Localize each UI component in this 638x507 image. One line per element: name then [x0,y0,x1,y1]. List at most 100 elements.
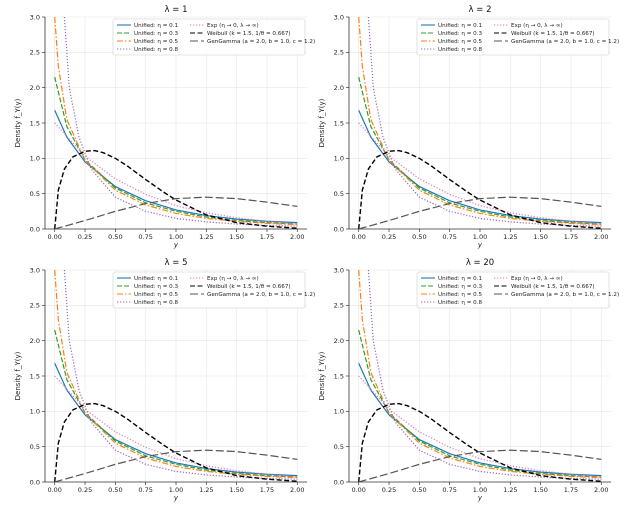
y-tick-label: 1.5 [334,372,344,380]
x-tick-label: 0.25 [78,486,92,494]
y-tick-label: 0.5 [30,190,40,198]
x-tick-label: 2.00 [594,486,608,494]
series-line-exp [54,375,298,478]
legend-box [112,271,306,309]
series-line-eta05 [54,270,298,479]
x-tick-label: 0.75 [442,233,456,241]
panel-2: 0.00 0.25 0.50 0.75 1.00 1.25 1.50 1.75 2.00 0.0 0… [318,5,619,249]
legend-label-eta08: Unified: η = 0.8 [438,300,482,306]
x-tick-label: 1.75 [260,233,274,241]
series-line-eta03 [358,329,602,478]
series-line-eta08 [63,17,298,227]
y-tick-label: 1.0 [334,408,344,416]
x-tick-label: 0.50 [108,486,122,494]
series-line-eta03 [54,76,298,225]
series-group [358,270,602,482]
legend-label-exp: Exp (η → 0, λ → ∞) [511,23,563,29]
panel-1: 0.00 0.25 0.50 0.75 1.00 1.25 1.50 1.75 2.00 0.0 0… [14,5,315,249]
y-tick-label: 2.5 [30,302,40,310]
panel-3: 0.00 0.25 0.50 0.75 1.00 1.25 1.50 1.75 2.00 0.0 0… [14,258,315,502]
series-line-eta05 [54,17,298,226]
y-tick-label: 2.0 [30,84,40,92]
x-tick-label: 2.00 [290,486,304,494]
series-line-eta01 [54,110,298,224]
x-tick-label: 1.50 [229,233,243,241]
legend-label-eta08: Unified: η = 0.8 [134,47,178,53]
x-tick-label: 1.25 [503,486,517,494]
legend-label-eta08: Unified: η = 0.8 [438,47,482,53]
y-tick-label: 1.5 [30,119,40,127]
legend-box [416,271,610,309]
legend-label-eta05: Unified: η = 0.5 [438,292,482,298]
legend: Unified: η = 0.1 Unified: η = 0.3 Unified:… [112,18,315,56]
x-tick-label: 1.00 [169,486,183,494]
y-tick-label: 1.0 [30,155,40,163]
panel-title: λ = 20 [466,258,494,268]
y-tick-label: 2.5 [334,302,344,310]
y-tick-label: 2.0 [334,337,344,345]
x-tick-label: 0.00 [47,233,61,241]
legend: Unified: η = 0.1 Unified: η = 0.3 Unified:… [416,271,619,309]
x-tick-label: 0.25 [382,486,396,494]
series-line-eta08 [367,270,602,480]
series-line-exp [358,122,602,225]
x-tick-label: 1.25 [199,486,213,494]
y-axis-label: Density f_Y(y) [14,351,22,400]
x-tick-label: 1.75 [564,233,578,241]
x-tick-label: 2.00 [594,233,608,241]
legend-label-eta03: Unified: η = 0.3 [438,284,482,290]
legend-label-eta05: Unified: η = 0.5 [134,292,178,298]
legend-label-exp: Exp (η → 0, λ → ∞) [511,276,563,282]
series-line-eta08 [63,270,298,480]
legend-label-eta03: Unified: η = 0.3 [134,31,178,37]
series-line-gengamma [54,196,298,229]
panel-title: λ = 5 [165,258,188,268]
x-tick-label: 0.75 [138,486,152,494]
legend-label-eta01: Unified: η = 0.1 [134,276,178,282]
x-tick-label: 0.50 [108,233,122,241]
y-tick-label: 0.0 [30,478,40,486]
series-line-eta05 [358,17,602,226]
legend-label-eta01: Unified: η = 0.1 [438,276,482,282]
y-tick-label: 3.0 [334,266,344,274]
legend-label-gengamma: GenGamma (a = 2.0, b = 1.0, c = 1.2) [511,39,619,45]
legend-label-gengamma: GenGamma (a = 2.0, b = 1.0, c = 1.2) [207,292,315,298]
y-tick-label: 0.0 [334,225,344,233]
series-line-eta03 [54,329,298,478]
y-tick-label: 1.0 [334,155,344,163]
legend-box [416,18,610,56]
x-tick-label: 1.00 [473,233,487,241]
series-line-eta01 [358,363,602,477]
series-line-eta05 [358,270,602,479]
x-tick-label: 0.75 [442,486,456,494]
series-group [54,270,298,482]
series-line-weibull [358,402,602,482]
legend-label-eta01: Unified: η = 0.1 [438,23,482,29]
series-line-weibull [358,149,602,229]
legend-label-eta03: Unified: η = 0.3 [134,284,178,290]
series-line-gengamma [358,449,602,482]
legend-label-weibull: Weibull (k = 1.5, 1/θ = 0.667) [511,31,595,37]
legend-label-exp: Exp (η → 0, λ → ∞) [207,23,259,29]
legend-label-eta05: Unified: η = 0.5 [438,39,482,45]
y-axis-label: Density f_Y(y) [318,351,326,400]
series-line-eta03 [358,76,602,225]
y-tick-label: 2.5 [30,49,40,57]
legend-label-weibull: Weibull (k = 1.5, 1/θ = 0.667) [207,284,291,290]
y-tick-label: 2.0 [30,337,40,345]
series-group [358,17,602,229]
y-tick-label: 1.5 [30,372,40,380]
series-line-weibull [54,402,298,482]
x-tick-label: 2.00 [290,233,304,241]
legend-label-weibull: Weibull (k = 1.5, 1/θ = 0.667) [511,284,595,290]
panel-4: 0.00 0.25 0.50 0.75 1.00 1.25 1.50 1.75 2.00 0.0 0… [318,258,619,502]
legend-label-exp: Exp (η → 0, λ → ∞) [207,276,259,282]
series-line-eta01 [54,363,298,477]
y-tick-label: 0.5 [334,443,344,451]
legend-label-eta05: Unified: η = 0.5 [134,39,178,45]
x-tick-label: 0.50 [412,486,426,494]
x-axis-label: y [173,241,179,249]
x-tick-label: 1.50 [533,233,547,241]
x-tick-label: 1.25 [199,233,213,241]
